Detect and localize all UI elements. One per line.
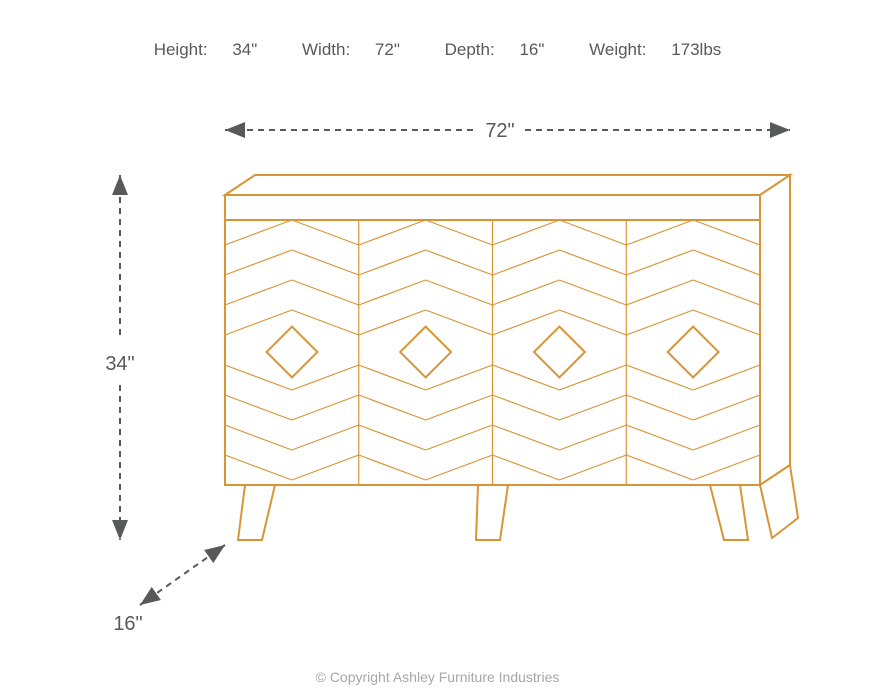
dimension-width-text: 72" bbox=[485, 120, 514, 142]
dimension-height: 34" bbox=[105, 175, 134, 540]
dimension-width: 72" bbox=[225, 120, 790, 142]
cabinet-leg-2 bbox=[476, 485, 508, 540]
cabinet-side bbox=[760, 175, 790, 485]
diagram-svg: 72" 34" 16" bbox=[0, 0, 875, 700]
dimension-depth-text: 16" bbox=[113, 613, 142, 635]
copyright-text: © Copyright Ashley Furniture Industries bbox=[0, 669, 875, 685]
cabinet-top bbox=[225, 175, 790, 195]
dimension-height-text: 34" bbox=[105, 353, 134, 375]
dimension-depth: 16" bbox=[113, 545, 225, 635]
cabinet-leg-1 bbox=[238, 485, 275, 540]
cabinet-leg-3 bbox=[710, 485, 748, 540]
cabinet-top-rail bbox=[225, 195, 760, 220]
furniture-cabinet bbox=[225, 175, 798, 540]
